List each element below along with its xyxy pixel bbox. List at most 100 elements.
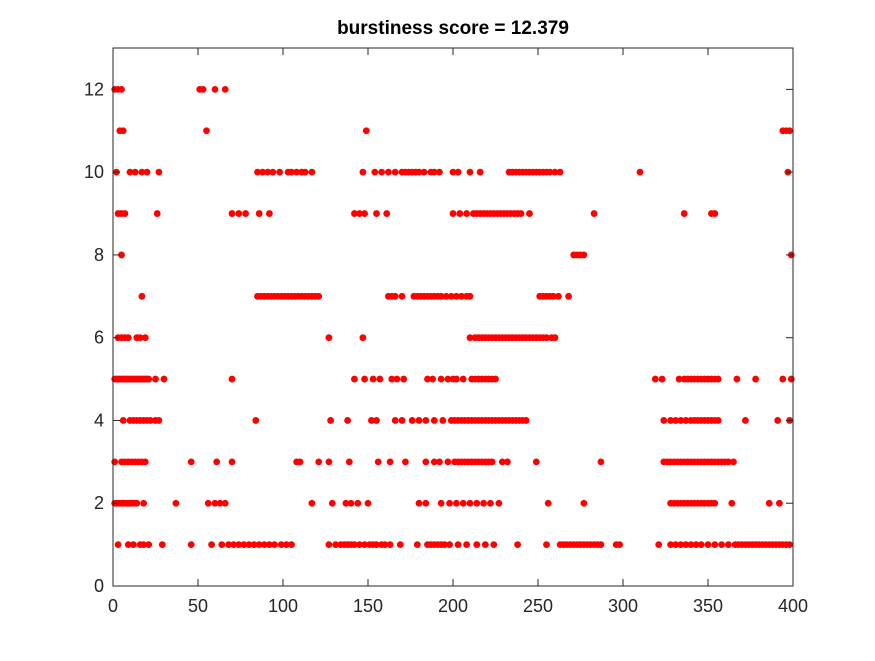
data-point (342, 499, 350, 507)
data-point (266, 210, 273, 217)
data-point (711, 499, 719, 507)
data-point (437, 375, 445, 383)
data-point (779, 375, 787, 383)
data-point (476, 168, 484, 176)
data-point (415, 417, 423, 424)
data-point (447, 292, 455, 300)
data-point (264, 168, 272, 176)
data-point (481, 541, 489, 549)
data-point (424, 375, 431, 383)
data-point (138, 168, 146, 176)
data-point (436, 168, 443, 176)
data-point (308, 499, 316, 507)
y-tick-label: 0 (94, 576, 104, 596)
data-point (230, 541, 238, 549)
data-point (361, 541, 368, 549)
data-point (221, 499, 229, 507)
data-point (376, 375, 384, 383)
data-point (442, 292, 450, 300)
data-point (141, 458, 149, 466)
data-point (141, 334, 149, 342)
data-point (383, 210, 391, 217)
data-point (393, 375, 401, 383)
data-point (391, 292, 399, 300)
data-point (140, 499, 148, 507)
data-point (369, 375, 377, 383)
data-point (143, 168, 151, 176)
data-point (774, 417, 782, 424)
y-tick-label: 10 (84, 162, 104, 182)
data-point (211, 499, 219, 507)
data-point (213, 458, 221, 466)
data-point (687, 541, 695, 549)
data-point (437, 499, 445, 507)
data-point (235, 210, 243, 217)
data-point (124, 334, 132, 342)
data-point (430, 458, 438, 466)
data-point (347, 499, 355, 507)
data-point (218, 541, 226, 549)
data-point (269, 168, 277, 176)
data-point (351, 210, 358, 217)
data-point (742, 417, 749, 424)
data-point (301, 168, 309, 176)
data-point (454, 541, 462, 549)
data-point (543, 334, 550, 342)
data-point (283, 541, 290, 549)
data-point (580, 499, 588, 507)
data-point (658, 375, 666, 383)
data-point (391, 168, 399, 176)
data-point (371, 168, 379, 176)
data-point (776, 499, 783, 507)
data-point (446, 499, 453, 507)
data-point (580, 251, 588, 259)
data-point (492, 375, 499, 383)
data-point (155, 168, 163, 176)
data-point (439, 417, 447, 424)
data-point (288, 168, 295, 176)
data-point (430, 417, 438, 424)
data-point (254, 168, 261, 176)
data-point (373, 210, 380, 217)
data-point (211, 85, 219, 93)
data-point (386, 458, 394, 466)
data-point (374, 458, 382, 466)
data-point (152, 375, 159, 383)
data-point (228, 458, 236, 466)
data-point (315, 458, 323, 466)
data-point (250, 541, 258, 549)
y-tick-label: 12 (84, 79, 104, 99)
data-point (728, 499, 736, 507)
x-tick-label: 0 (108, 596, 118, 616)
data-point (255, 210, 263, 217)
data-point (325, 334, 333, 342)
data-point (362, 127, 370, 135)
data-point (153, 210, 161, 217)
data-point (119, 417, 127, 424)
data-point (444, 375, 452, 383)
data-point (328, 499, 336, 507)
data-point (446, 541, 453, 549)
data-point (532, 458, 540, 466)
y-tick-label: 8 (94, 245, 104, 265)
data-point (675, 375, 683, 383)
data-point (430, 168, 438, 176)
data-point (235, 541, 243, 549)
data-point (288, 541, 295, 549)
data-point (118, 85, 125, 93)
data-point (255, 541, 263, 549)
data-point (714, 375, 722, 383)
data-point (544, 499, 552, 507)
data-point (402, 458, 409, 466)
data-point (208, 541, 216, 549)
data-point (344, 417, 351, 424)
data-point (240, 541, 248, 549)
data-point (725, 458, 732, 466)
data-point (429, 375, 436, 383)
data-point (718, 541, 725, 549)
data-point (549, 292, 557, 300)
data-point (381, 541, 389, 549)
data-point (711, 541, 719, 549)
data-point (158, 541, 166, 549)
